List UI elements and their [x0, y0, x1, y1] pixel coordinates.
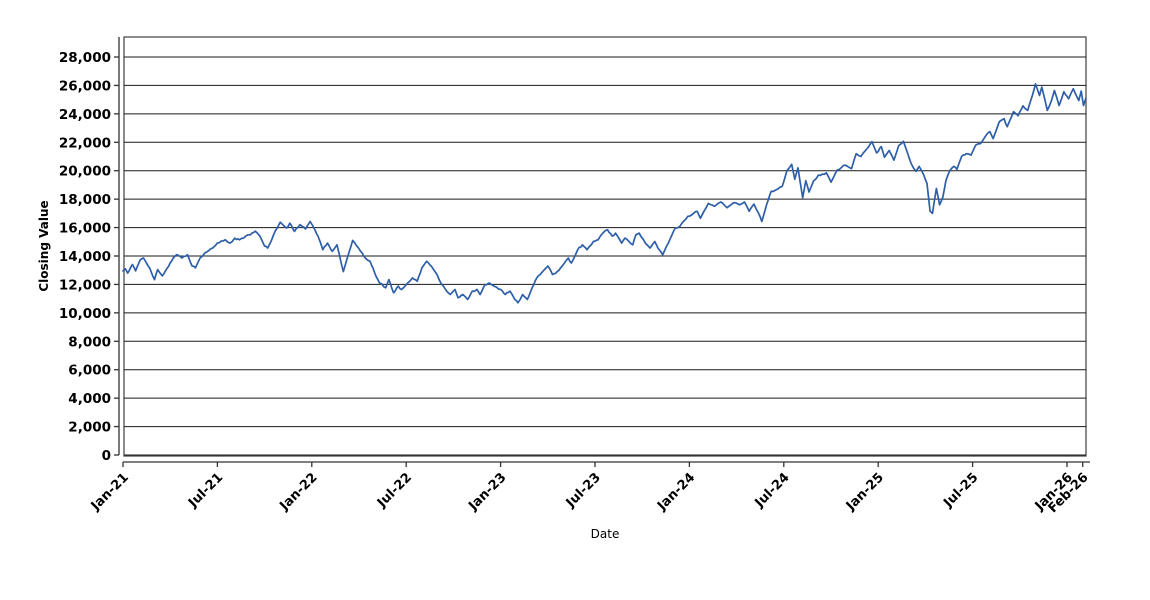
y-tick-label: 14,000	[59, 249, 111, 265]
y-tick-label: 26,000	[59, 78, 111, 94]
y-tick-label: 2,000	[68, 420, 111, 436]
x-axis-title: Date	[591, 527, 620, 541]
plot-frame	[123, 36, 1087, 457]
x-tick-label: Jan-21	[88, 470, 132, 514]
y-tick-label: 28,000	[59, 50, 111, 66]
y-tick-label: 16,000	[59, 221, 111, 237]
y-tick-label: 12,000	[59, 277, 111, 293]
y-tick-label: 24,000	[59, 107, 111, 123]
x-tick-label: Jul-23	[563, 470, 604, 511]
y-tick-label: 20,000	[59, 164, 111, 180]
x-tick-label: Jan-25	[843, 470, 887, 514]
x-tick-label: Jul-21	[185, 470, 226, 511]
y-tick-label: 18,000	[59, 192, 111, 208]
x-tick-label: Jan-22	[277, 470, 321, 514]
y-tick-label: 6,000	[68, 363, 111, 379]
x-tick-label: Jan-23	[465, 470, 509, 514]
y-tick-label: 4,000	[68, 391, 111, 407]
y-tick-label: 8,000	[68, 334, 111, 350]
x-tick-label: Jul-25	[940, 470, 981, 511]
x-tick-label: Jul-24	[752, 470, 793, 511]
x-tick-label: Jan-24	[654, 470, 698, 514]
y-tick-label: 22,000	[59, 135, 111, 151]
y-axis-title: Closing Value	[37, 200, 51, 291]
y-tick-label: 10,000	[59, 306, 111, 322]
y-tick-label: 0	[102, 448, 111, 464]
price-line	[122, 83, 1087, 304]
x-tick-label: Jul-22	[374, 470, 415, 511]
